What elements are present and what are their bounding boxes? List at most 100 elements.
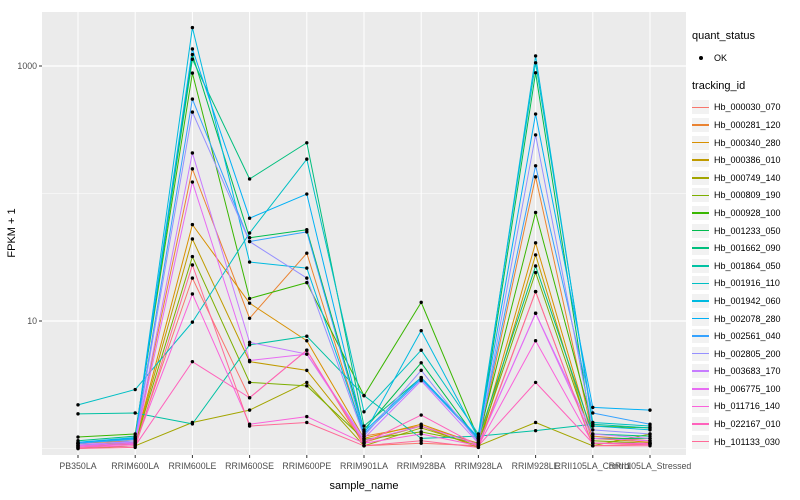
x-tick-label: RRIM928LA xyxy=(454,461,502,471)
legend-item-label: Hb_001864_050 xyxy=(714,260,781,271)
legend-item-Hb_001233_050: Hb_001233_050 xyxy=(692,222,798,240)
data-point xyxy=(190,254,195,259)
legend-item-Hb_002561_040: Hb_002561_040 xyxy=(692,327,798,345)
legend-key-swatch xyxy=(692,153,709,168)
data-point xyxy=(533,164,538,168)
line-swatch-icon xyxy=(692,388,709,390)
data-point xyxy=(190,222,195,227)
line-swatch-icon xyxy=(692,194,709,197)
data-point xyxy=(190,180,195,184)
data-point xyxy=(419,413,423,417)
data-point xyxy=(76,435,80,439)
legend-key-swatch xyxy=(692,241,709,256)
data-point xyxy=(533,175,538,179)
data-point xyxy=(247,239,252,244)
legend-item-label: Hb_001916_110 xyxy=(714,278,780,289)
legend-key-swatch xyxy=(692,205,709,220)
data-point xyxy=(305,192,309,196)
legend-item-Hb_000809_190: Hb_000809_190 xyxy=(692,187,798,205)
line-swatch-icon xyxy=(692,141,709,144)
legend-item-label: Hb_002078_280 xyxy=(714,313,781,324)
legend-item-label: Hb_000928_100 xyxy=(714,207,781,218)
legend-item-label: Hb_002805_200 xyxy=(714,348,781,359)
data-point xyxy=(533,133,538,137)
data-point xyxy=(533,210,538,215)
legend-item-label: Hb_006775_100 xyxy=(714,383,781,394)
data-point xyxy=(591,439,595,443)
line-swatch-icon xyxy=(692,405,709,408)
data-point xyxy=(305,414,309,419)
data-point xyxy=(419,439,423,443)
legend-item-label: Hb_000030_070 xyxy=(714,102,781,113)
data-point xyxy=(419,300,423,305)
x-tick-label: RRIM901LA xyxy=(340,461,388,471)
data-point xyxy=(133,411,137,415)
x-tick-label: RRIM600LE xyxy=(168,461,216,471)
legend-item-label: Hb_003683_170 xyxy=(714,366,781,377)
data-point xyxy=(533,71,538,75)
x-tick-label: RRII105LA_Control xyxy=(555,461,631,471)
data-point xyxy=(533,339,538,343)
data-point xyxy=(362,436,366,441)
legend-item-label: Hb_001233_050 xyxy=(714,225,781,236)
legend-key-swatch xyxy=(692,364,709,379)
data-point xyxy=(305,141,309,145)
data-point xyxy=(190,25,195,30)
line-swatch-icon xyxy=(692,282,709,285)
data-point xyxy=(533,270,538,275)
data-point xyxy=(648,428,652,432)
data-point xyxy=(133,445,137,450)
data-point xyxy=(247,236,252,240)
data-point xyxy=(247,424,252,428)
legend-item-Hb_001864_050: Hb_001864_050 xyxy=(692,257,798,275)
legend-item-label: Hb_001942_060 xyxy=(714,295,781,306)
line-swatch-icon xyxy=(692,300,709,302)
quant-status-label: OK xyxy=(714,52,728,63)
point-icon xyxy=(698,55,703,60)
legend-item-Hb_000281_120: Hb_000281_120 xyxy=(692,116,798,134)
legend-item-Hb_001662_090: Hb_001662_090 xyxy=(692,239,798,257)
data-point xyxy=(305,339,309,343)
data-point xyxy=(305,157,309,161)
x-axis-title: sample_name xyxy=(329,480,398,492)
legend-item-Hb_000928_100: Hb_000928_100 xyxy=(692,204,798,222)
data-point xyxy=(190,97,195,101)
line-swatch-icon xyxy=(692,159,709,161)
data-point xyxy=(247,177,252,181)
legend-item-Hb_002805_200: Hb_002805_200 xyxy=(692,345,798,363)
data-point xyxy=(190,71,195,75)
data-point xyxy=(419,368,423,373)
data-point xyxy=(190,263,195,267)
data-point xyxy=(305,348,309,352)
legend-key-swatch xyxy=(692,399,709,414)
data-point xyxy=(419,328,423,333)
data-point xyxy=(190,292,195,296)
data-point xyxy=(591,405,595,410)
x-tick-label: RRII105LA_Stressed xyxy=(609,461,692,471)
data-point xyxy=(190,47,195,51)
legend-item-label: Hb_000809_190 xyxy=(714,190,781,201)
legend-item-Hb_006775_100: Hb_006775_100 xyxy=(692,380,798,398)
data-point xyxy=(305,280,309,285)
data-point xyxy=(190,359,195,364)
data-point xyxy=(362,424,366,428)
data-point xyxy=(533,311,538,315)
tracking-id-legend-title: tracking_id xyxy=(692,79,746,92)
data-point xyxy=(247,380,252,385)
data-point xyxy=(648,439,652,443)
data-point xyxy=(247,301,252,305)
legend-key-swatch xyxy=(692,117,709,132)
line-swatch-icon xyxy=(692,317,709,320)
data-point xyxy=(305,368,309,373)
data-point xyxy=(190,276,195,280)
line-swatch-icon xyxy=(692,352,709,355)
data-point xyxy=(533,241,538,245)
data-point xyxy=(190,320,195,324)
line-swatch-icon xyxy=(692,106,709,109)
data-point xyxy=(648,432,652,436)
legend-item-Hb_000340_280: Hb_000340_280 xyxy=(692,134,798,152)
data-point xyxy=(305,230,309,234)
legend-item-label: Hb_000386_010 xyxy=(714,155,781,166)
data-point xyxy=(247,396,252,400)
quant-status-legend-title: quant_status xyxy=(692,30,755,42)
